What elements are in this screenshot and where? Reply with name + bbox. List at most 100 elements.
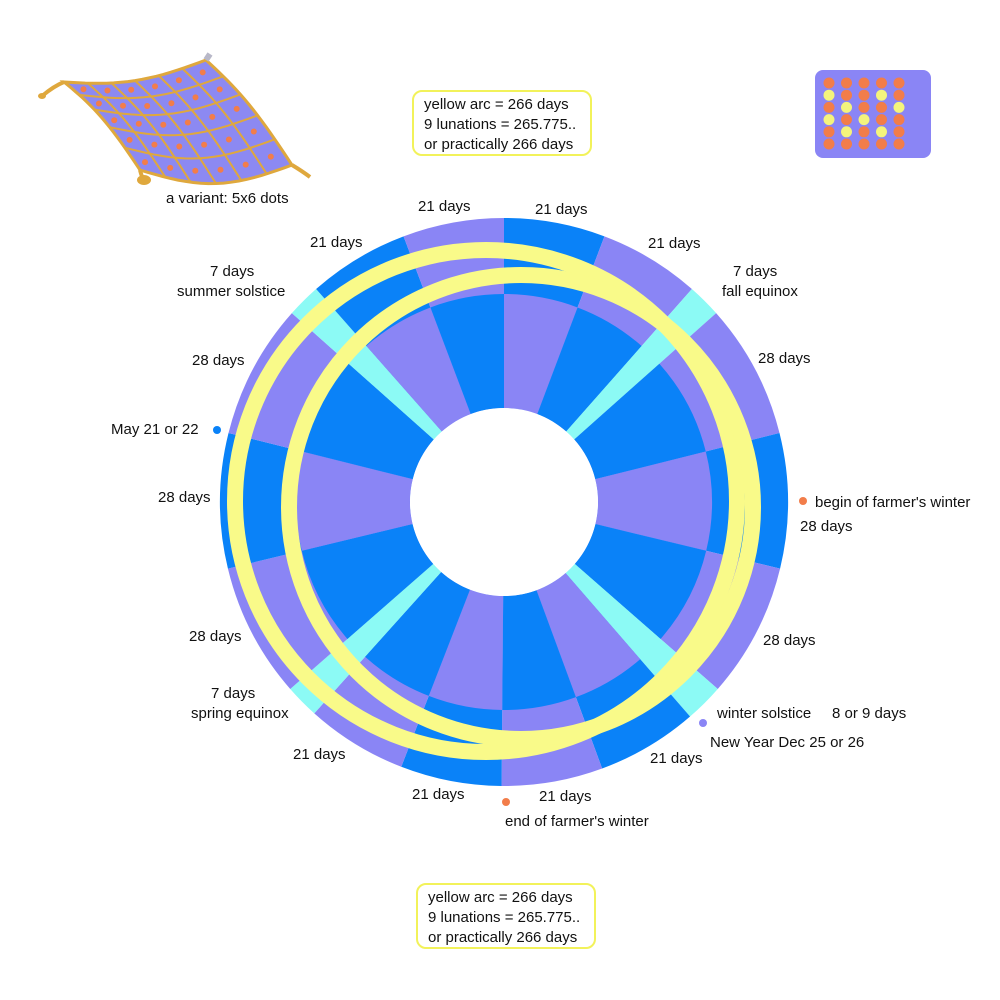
carpet-tassel <box>40 80 65 98</box>
carpet-tassel <box>290 163 312 179</box>
segment-inner <box>302 363 434 480</box>
label-may-21: May 21 or 22 <box>111 421 199 438</box>
segment-inner <box>574 524 707 639</box>
label-summer-solstice: summer solstice <box>177 283 285 300</box>
grid-dot <box>841 138 852 150</box>
label-upper-right-28-days: 28 days <box>758 350 811 367</box>
label-upper-left-28-days: 28 days <box>192 352 245 369</box>
note-line: or practically 266 days <box>424 136 574 153</box>
carpet-dot <box>201 141 208 148</box>
grid-dot <box>841 114 852 126</box>
label-winter-8-9-days: 8 or 9 days <box>832 705 906 722</box>
grid-dot <box>893 101 905 113</box>
new-year-marker <box>699 719 707 727</box>
carpet-dot <box>152 83 158 90</box>
carpet-dot <box>135 120 142 127</box>
carpet-dot <box>120 102 126 109</box>
carpet-dot <box>199 69 206 76</box>
note-line: yellow arc = 266 days <box>428 889 573 906</box>
note-box-top: yellow arc = 266 days 9 lunations = 265.… <box>412 90 592 156</box>
yellow-arc-inner <box>281 267 761 747</box>
label-top-21-days-right: 21 days <box>535 201 588 218</box>
carpet-gridline <box>134 79 217 185</box>
may-marker <box>213 426 221 434</box>
carpet-tassel <box>137 175 151 185</box>
label-top-21-days-left: 21 days <box>418 198 471 215</box>
segment-inner <box>502 590 576 710</box>
carpet-dot <box>160 121 167 128</box>
carpet-gridline <box>157 74 243 182</box>
grid-dot <box>841 101 852 113</box>
label-spring-7-days: 7 days <box>211 685 255 702</box>
label-farmers-winter-begin: begin of farmer's winter <box>815 494 970 511</box>
carpet-gridline <box>110 82 192 183</box>
grid-dot <box>893 89 905 101</box>
segment-inner <box>566 346 660 440</box>
grid-dot <box>876 126 887 138</box>
marker-dots <box>213 426 807 806</box>
label-lower-right-21-days: 21 days <box>650 750 703 767</box>
carpet-gridline <box>181 67 268 175</box>
grid-dot <box>876 77 887 89</box>
note-line: yellow arc = 266 days <box>424 96 569 113</box>
grid-dot <box>858 77 870 89</box>
label-fall-equinox: fall equinox <box>722 283 798 300</box>
carpet-dot <box>216 86 223 93</box>
carpet-dot <box>176 143 183 150</box>
segment-inner <box>430 294 504 415</box>
label-lower-left-21-days: 21 days <box>293 746 346 763</box>
segment-inner <box>366 307 471 432</box>
grid-dot <box>841 77 852 89</box>
label-spring-equinox: spring equinox <box>191 705 289 722</box>
grid-dot <box>858 101 870 113</box>
label-bottom-21-days-left: 21 days <box>412 786 465 803</box>
segment-inner <box>595 451 712 551</box>
flying-carpet-illustration <box>38 52 312 186</box>
segment-inner <box>296 451 413 551</box>
grid-dot <box>893 126 905 138</box>
carpet-tassel <box>38 93 46 99</box>
note-line: 9 lunations = 265.775.. <box>428 909 581 926</box>
segment-inner <box>537 307 642 432</box>
grid-dot <box>893 114 905 126</box>
carpet-dot <box>225 136 232 143</box>
carpet-dot <box>267 153 274 160</box>
grid-dot <box>841 126 852 138</box>
carpet-dot <box>217 166 224 173</box>
label-left-28-days: 28 days <box>158 489 211 506</box>
carpet-dot <box>175 77 182 84</box>
grid-dot <box>823 138 835 150</box>
carpet-gridline <box>87 82 167 178</box>
carpet-dot <box>192 94 199 101</box>
grid-dot <box>876 89 887 101</box>
segment-inner <box>536 573 641 698</box>
segment-inner <box>347 563 442 657</box>
yellow-arc-outer <box>227 242 745 760</box>
carpet-dot <box>104 87 111 94</box>
label-farmers-winter-end: end of farmer's winter <box>505 813 649 830</box>
carpet-dot <box>209 113 216 120</box>
label-upper-left-21-days: 21 days <box>310 234 363 251</box>
wheel-center-hole <box>410 408 598 596</box>
label-new-year: New Year Dec 25 or 26 <box>710 734 864 751</box>
grid-dot <box>858 138 870 150</box>
label-winter-solstice: winter solstice <box>716 705 811 722</box>
carpet-dot <box>126 136 133 143</box>
label-fall-7-days: 7 days <box>733 263 777 280</box>
carpet-dot <box>250 128 257 135</box>
carpet-dot <box>184 119 191 126</box>
dot-grid-panel <box>815 70 931 158</box>
carpet-dot <box>144 103 151 109</box>
farmers-winter-begin-marker <box>799 497 807 505</box>
calendar-labels: 21 days 21 days 21 days 21 days 7 days summer… <box>111 198 970 830</box>
carpet-dot <box>233 105 240 112</box>
carpet-dot <box>192 167 199 174</box>
grid-dot <box>876 114 887 126</box>
grid-dot <box>823 77 835 89</box>
grid-dot <box>823 89 835 101</box>
segment-inner <box>428 589 504 710</box>
segment-inner <box>504 294 578 415</box>
carpet-tassel <box>203 52 213 62</box>
grid-dot <box>876 138 887 150</box>
